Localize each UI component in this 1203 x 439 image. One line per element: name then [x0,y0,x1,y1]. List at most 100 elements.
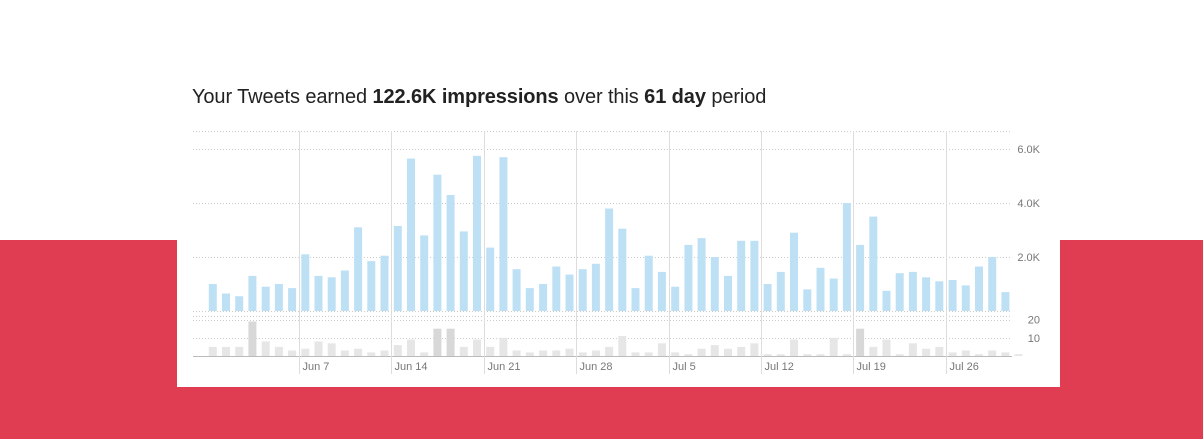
impressions-bar [222,293,230,311]
impressions-bar [288,288,297,311]
impressions-bar [235,296,244,311]
x-tick-label: Jul 12 [765,361,794,373]
engagement-bar [895,354,904,356]
engagement-bar [737,346,746,356]
engagement-bar [816,354,825,356]
summary-suffix: period [711,86,767,108]
engagement-bar [235,346,244,356]
engagement-bar [684,354,693,356]
impressions-bar [684,244,693,311]
impressions-bar [393,226,402,311]
engagements-y-tick-label: 10 [1028,333,1040,345]
impressions-bar [1001,292,1010,311]
impressions-bar [829,278,838,311]
impressions-bar [671,286,680,311]
impressions-bar [724,275,732,311]
engagement-bar [975,354,983,356]
impressions-bar [975,266,983,311]
impressions-bar [539,284,548,311]
impressions-bar [552,266,561,311]
engagement-bar [922,348,931,356]
impressions-bar [327,277,336,311]
impressions-bar [512,269,521,311]
engagement-bar [605,346,614,356]
engagement-bar [671,352,680,356]
engagement-bar [842,354,851,356]
engagement-bar [578,352,587,356]
engagement-bar [829,337,838,356]
engagement-bar [473,339,481,356]
impressions-bar [578,269,587,311]
engagement-bar [697,348,706,356]
impressions-bar [446,195,455,311]
engagement-bar [208,346,217,356]
impressions-bar [961,285,970,311]
engagement-bar [565,348,574,356]
summary-prefix: Your Tweets earned [192,86,367,108]
engagement-bar [856,328,865,356]
impressions-bar [948,280,957,311]
impressions-total: 122.6K impressions [372,86,559,108]
engagement-bar [1014,354,1023,356]
impressions-bar [459,231,468,311]
engagement-bar [539,350,548,356]
impressions-bar [433,174,442,311]
engagements-y-tick-label: 20 [1028,315,1040,327]
impressions-bar [367,261,376,311]
engagement-bar [869,346,878,356]
engagement-bar [763,354,772,356]
engagement-bar [288,350,297,356]
engagement-bar [948,352,957,356]
engagement-bar [961,350,970,356]
impressions-bar [486,247,495,311]
impressions-bar [274,284,283,311]
engagement-bar [882,339,891,356]
impressions-bar [565,274,574,311]
engagement-bar [512,350,521,356]
engagement-bar [433,328,442,356]
engagement-bar [248,321,257,356]
x-tick-label: Jul 26 [950,361,979,373]
engagement-bar [644,352,653,356]
impressions-bar [935,281,944,311]
impressions-y-tick-label: 6.0K [1017,144,1040,156]
x-tick-label: Jun 14 [395,361,428,373]
impressions-bar [314,275,323,311]
x-tick-label: Jun 21 [488,361,521,373]
impressions-bar [657,271,666,311]
impressions-bar [882,290,891,311]
impressions-bar [301,254,310,311]
impressions-bar [499,157,508,311]
impressions-bar [420,235,429,311]
engagement-bar [724,348,732,356]
chart-card [177,60,1060,387]
engagement-bar [499,337,508,356]
impressions-bar [895,273,904,311]
impressions-bar [354,227,363,311]
engagement-bar [393,345,402,356]
impressions-bar [631,288,640,311]
impressions-bar [261,286,270,311]
engagement-bar [750,343,759,356]
impressions-bar [644,255,653,311]
impressions-summary: Your Tweets earned 122.6K impressions ov… [192,86,766,109]
engagement-bar [657,343,666,356]
x-tick-label: Jun 28 [580,361,613,373]
summary-middle: over this [564,86,639,108]
engagement-bar [525,352,534,356]
impressions-bar [869,216,878,311]
x-tick-label: Jun 7 [303,361,330,373]
engagement-bar [988,350,997,356]
x-tick-label: Jul 19 [857,361,886,373]
impressions-bar [790,232,798,311]
impressions-bar [750,240,759,311]
impressions-bar [922,277,931,311]
engagement-bar [710,345,719,356]
engagement-bar [591,350,600,356]
impressions-bar [776,271,785,311]
impressions-bar [208,284,217,311]
impressions-bar [763,284,772,311]
impressions-bar [710,257,719,311]
impressions-bar [525,288,534,311]
